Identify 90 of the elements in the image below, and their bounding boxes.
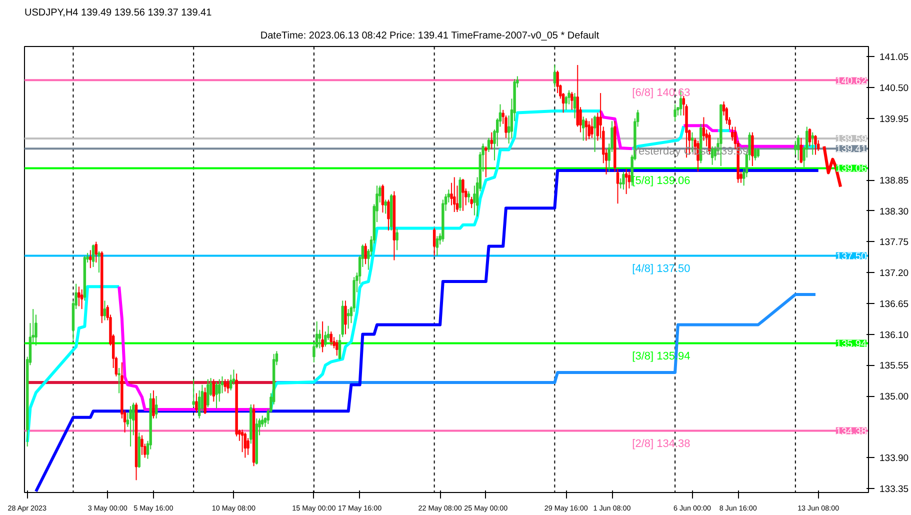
candlestick xyxy=(98,250,100,274)
annotation: 139.06 xyxy=(836,164,867,175)
candlestick xyxy=(619,178,622,189)
candlestick xyxy=(195,392,198,414)
annotation: 135.94 xyxy=(836,338,867,350)
ref-line-label: [2/8] 134.38 xyxy=(632,438,690,450)
y-tick-label: 136.10 xyxy=(880,330,909,341)
candlestick xyxy=(800,137,803,164)
candlestick xyxy=(590,118,594,138)
candlestick xyxy=(470,196,473,209)
candlestick xyxy=(129,406,132,447)
candlestick xyxy=(756,148,760,158)
candlestick xyxy=(118,367,120,394)
candlestick xyxy=(218,378,221,402)
chart-title: USDJPY,H4 139.49 139.56 139.37 139.41 xyxy=(24,8,212,18)
y-tick-label: 140.50 xyxy=(880,82,909,94)
candlestick xyxy=(453,176,456,212)
candlestick xyxy=(582,116,585,142)
y-tick-label: 138.85 xyxy=(880,176,909,187)
candlestick xyxy=(89,250,92,269)
candlestick xyxy=(336,339,338,356)
candlestick xyxy=(384,199,387,214)
annotation: 137.50 xyxy=(836,251,867,262)
candlestick xyxy=(94,241,98,263)
ref-line-label: [5/8] 139.06 xyxy=(632,175,690,188)
y-tick-label: 138.30 xyxy=(880,206,909,218)
y-tick-label: 141.05 xyxy=(880,52,909,64)
candlestick xyxy=(321,320,324,353)
candlestick xyxy=(344,300,347,335)
candlestick xyxy=(206,378,210,408)
candlestick xyxy=(224,378,226,392)
candlestick xyxy=(573,92,576,119)
candlestick xyxy=(92,244,95,268)
candlestick xyxy=(622,171,625,190)
y-tick-label: 139.95 xyxy=(880,114,909,125)
candlestick xyxy=(140,434,144,456)
candlestick xyxy=(794,140,797,156)
candlestick xyxy=(432,227,436,256)
candlestick xyxy=(436,236,439,256)
candlestick xyxy=(467,190,470,203)
line-series xyxy=(34,168,820,492)
y-tick-label: 137.75 xyxy=(880,237,909,248)
candlestick xyxy=(364,242,367,265)
candlestick xyxy=(204,387,206,414)
y-tick-label: 135.55 xyxy=(880,360,909,372)
candlestick xyxy=(78,286,80,307)
candlestick xyxy=(751,132,754,166)
ref-line-label: [4/8] 137.50 xyxy=(632,262,690,275)
candlestick xyxy=(103,300,106,321)
annotation: 134.38 xyxy=(836,426,867,438)
candlestick xyxy=(484,146,488,178)
chart-subtitle: DateTime: 2023.06.13 08:42 Price: 139.41 TimeFrame-2007-v0_05 * Default xyxy=(260,30,600,42)
candlestick xyxy=(246,438,250,456)
candlestick xyxy=(80,288,84,310)
annotation: 139.59 xyxy=(836,134,867,146)
candlestick xyxy=(387,199,390,232)
line-series xyxy=(275,292,817,384)
candlestick xyxy=(192,378,195,408)
candlestick xyxy=(487,137,490,152)
candlestick xyxy=(152,390,155,419)
y-tick-label: 133.35 xyxy=(880,484,909,496)
candlestick xyxy=(381,184,384,214)
candlestick xyxy=(215,381,218,409)
candlestick xyxy=(584,118,588,142)
annotation: 140.62 xyxy=(836,76,867,88)
candlestick xyxy=(473,185,476,216)
candlestick xyxy=(244,432,247,458)
candlestick xyxy=(588,120,590,140)
candlestick xyxy=(674,104,676,122)
candlestick xyxy=(346,308,350,330)
candlestick xyxy=(226,378,230,394)
candlestick xyxy=(814,134,817,156)
candlestick xyxy=(796,134,800,161)
candlestick xyxy=(154,396,158,419)
candlestick xyxy=(212,378,216,402)
candlestick xyxy=(593,115,596,152)
candlestick xyxy=(624,168,628,195)
candlestick xyxy=(811,132,814,156)
candlestick xyxy=(754,148,757,161)
candlestick xyxy=(330,330,333,346)
y-tick-label: 133.90 xyxy=(880,453,909,464)
candlestick xyxy=(396,228,398,251)
y-tick-label: 135.00 xyxy=(880,392,909,403)
candlestick xyxy=(490,132,493,150)
candlestick xyxy=(570,91,574,110)
candlestick xyxy=(808,128,812,147)
candlestick xyxy=(462,178,464,212)
y-tick-label: 137.20 xyxy=(880,268,909,280)
y-tick-label: 136.65 xyxy=(880,298,909,310)
candlestick xyxy=(553,64,556,88)
